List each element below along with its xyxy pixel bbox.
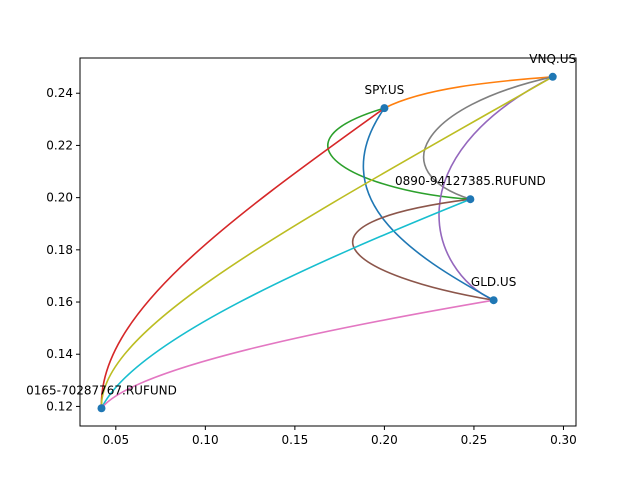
x-tick-label-3: 0.20 — [371, 433, 398, 447]
x-axis: 0.05 0.10 0.15 0.20 0.25 0.30 — [102, 426, 577, 447]
point-label-4: 0165-70287767.RUFUND — [26, 383, 177, 397]
data-point-0 — [548, 72, 557, 81]
y-tick-label-4: 0.20 — [46, 191, 73, 205]
y-tick-label-1: 0.14 — [46, 347, 73, 361]
y-tick-label-3: 0.18 — [46, 243, 73, 257]
curve-7 — [100, 76, 554, 409]
data-points — [97, 72, 557, 413]
plot-frame — [79, 57, 577, 427]
curve-4 — [362, 107, 495, 301]
curve-2 — [327, 107, 471, 200]
y-axis: 0.12 0.14 0.16 0.18 0.20 0.22 0.24 — [46, 86, 80, 413]
data-point-1 — [380, 104, 389, 113]
curve-6 — [100, 107, 385, 409]
x-tick-label-4: 0.25 — [461, 433, 488, 447]
point-label-0: VNQ.US — [529, 52, 576, 66]
x-tick-label-0: 0.05 — [102, 433, 129, 447]
curve-0 — [384, 75, 553, 109]
curve-8 — [100, 198, 471, 409]
data-point-3 — [489, 296, 498, 305]
y-tick-label-6: 0.24 — [46, 86, 73, 100]
connection-curves — [100, 75, 554, 409]
curve-9 — [100, 299, 494, 409]
point-label-1: SPY.US — [365, 83, 405, 97]
y-tick-label-2: 0.16 — [46, 295, 73, 309]
x-tick-label-2: 0.15 — [282, 433, 309, 447]
x-tick-label-1: 0.10 — [192, 433, 219, 447]
x-tick-label-5: 0.30 — [550, 433, 577, 447]
curve-5 — [351, 198, 494, 301]
data-point-2 — [466, 195, 475, 204]
point-label-3: GLD.US — [471, 275, 516, 289]
curve-3 — [438, 76, 554, 301]
data-point-4 — [97, 404, 106, 413]
point-labels: VNQ.US SPY.US 0890-94127385.RUFUND GLD.US 01… — [26, 52, 576, 397]
y-tick-label-0: 0.12 — [46, 399, 73, 413]
y-tick-label-5: 0.22 — [46, 138, 73, 152]
point-label-2: 0890-94127385.RUFUND — [395, 174, 546, 188]
